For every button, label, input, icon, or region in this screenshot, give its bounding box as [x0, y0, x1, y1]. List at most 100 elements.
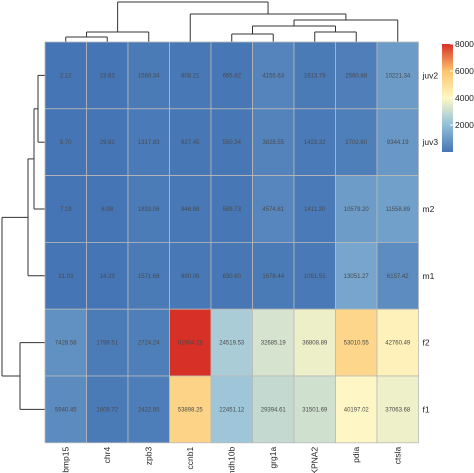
cell-value-label: 665.82: [223, 73, 242, 79]
row-label: m1: [423, 271, 435, 281]
heatmap-cell: [86, 175, 129, 243]
heatmap-cell: [44, 375, 87, 444]
heatmap-cell: [335, 41, 378, 110]
row-labels: juv2 juv3 m2 m1 f2 f1: [422, 70, 439, 414]
cell-value-label: 29394.61: [261, 407, 287, 413]
heatmap-cell: [376, 108, 419, 177]
legend-color-bar: [442, 44, 453, 152]
cell-value-label: 2.12: [60, 73, 72, 79]
heatmap-cell: [169, 308, 212, 377]
cell-value-label: 23.63: [100, 73, 116, 79]
cell-value-label: 10579.20: [344, 207, 370, 213]
heatmap-cell: [127, 108, 170, 177]
cell-value-label: 11558.89: [385, 207, 410, 213]
column-label: ctsla: [393, 447, 403, 465]
cell-value-label: 32685.19: [261, 341, 287, 347]
heatmap-cell: [169, 175, 212, 243]
cell-value-label: 846.88: [181, 207, 200, 213]
heatmap-cell: [127, 308, 170, 377]
cell-value-label: 2422.85: [138, 407, 160, 413]
cell-value-label: 40197.02: [344, 407, 370, 413]
cell-value-label: 53010.55: [344, 341, 370, 347]
heatmap-cell: [252, 375, 295, 444]
cell-value-label: 1051.51: [304, 274, 326, 280]
cell-value-label: 1613.79: [304, 73, 326, 79]
cell-value-label: 1411.20: [304, 207, 326, 213]
cell-value-label: 1678.44: [262, 274, 284, 280]
cell-value-label: 14.23: [100, 274, 116, 280]
heatmap-cell: [44, 41, 87, 110]
cell-value-label: 1571.68: [138, 274, 160, 280]
legend-tick-label: 40000: [455, 93, 474, 103]
cell-value-label: 9344.19: [387, 140, 409, 146]
heatmap-cell: [293, 241, 336, 310]
cell-value-label: 10221.34: [385, 73, 411, 79]
cell-value-label: 1893.06: [138, 207, 160, 213]
cell-value-label: 890.06: [181, 274, 200, 280]
heatmap-cell: [86, 108, 129, 177]
column-labels: bmp15 chr4 zpb3 ccnb1 ndh10b grg1a KPNA2 pdia ct…: [61, 447, 403, 473]
heatmap-cell: [252, 241, 295, 310]
cell-value-label: 2702.60: [345, 140, 367, 146]
cell-value-label: 1569.34: [138, 73, 160, 79]
cell-value-label: 2560.88: [345, 73, 367, 79]
column-label: KPNA2: [310, 447, 320, 473]
cell-value-label: 3828.55: [262, 140, 284, 146]
column-dendrogram: [65, 1, 399, 42]
heatmap-cell: [376, 241, 419, 310]
column-label: bmp15: [61, 447, 71, 473]
heatmap-cell: [44, 308, 87, 377]
legend-tick-label: 20000: [455, 120, 474, 130]
row-label: f2: [423, 338, 430, 348]
cell-value-label: 4155.63: [262, 73, 284, 79]
cell-value-label: 81904.28: [178, 341, 204, 347]
row-dendrogram: [1, 74, 45, 410]
column-label: chr4: [102, 447, 112, 464]
heatmap-cell: [293, 375, 336, 444]
legend-ticks: 20000 40000 60000 80000: [450, 39, 474, 130]
heatmap-cell: [293, 41, 336, 110]
heatmap-cell: [293, 108, 336, 177]
cell-value-label: 6157.42: [387, 274, 409, 280]
heatmap-cell: [210, 108, 253, 177]
heatmap-cell: [376, 308, 419, 377]
heatmap-cell: [127, 41, 170, 110]
column-label: zpb3: [144, 447, 154, 466]
cell-value-label: 1423.32: [304, 140, 326, 146]
heatmap-cell: [335, 375, 378, 444]
cell-value-label: 589.73: [223, 207, 242, 213]
cell-value-label: 31501.69: [302, 407, 328, 413]
color-legend: 20000 40000 60000 80000: [442, 39, 474, 152]
heatmap-cell: [127, 375, 170, 444]
row-label: f1: [423, 404, 430, 414]
cell-value-label: 5.70: [60, 140, 72, 146]
cell-value-label: 42760.49: [385, 341, 411, 347]
heatmap-cell: [376, 175, 419, 243]
row-label: juv2: [422, 70, 439, 80]
cell-value-label: 1317.83: [138, 140, 160, 146]
heatmap-cell: [86, 375, 129, 444]
cell-value-label: 13051.27: [344, 274, 370, 280]
cell-value-label: 7428.58: [55, 341, 77, 347]
cell-value-label: 6.98: [101, 207, 113, 213]
heatmap-cell: [44, 108, 87, 177]
heatmap-cell: [86, 241, 129, 310]
heatmap-cell: [210, 375, 253, 444]
cell-value-label: 24519.53: [219, 341, 245, 347]
heatmap-cell: [44, 241, 87, 310]
legend-tick-label: 60000: [455, 66, 474, 76]
heatmap-cell: [169, 375, 212, 444]
cell-value-label: 1798.51: [96, 341, 118, 347]
cell-value-label: 53898.25: [178, 407, 204, 413]
row-label: m2: [423, 204, 435, 214]
heatmap-cell: [210, 308, 253, 377]
column-label: ccnb1: [185, 447, 195, 470]
cell-value-label: 627.45: [181, 140, 200, 146]
heatmap-cell: [44, 175, 87, 243]
heatmap-cell: [127, 241, 170, 310]
cell-value-label: 5940.45: [55, 407, 77, 413]
cell-value-label: 36808.89: [302, 341, 328, 347]
cell-value-label: 808.21: [181, 73, 200, 79]
heatmap-cells: 2.12 23.63 1569.34 808.21 665.82 4155.63 1613.…: [44, 41, 419, 444]
